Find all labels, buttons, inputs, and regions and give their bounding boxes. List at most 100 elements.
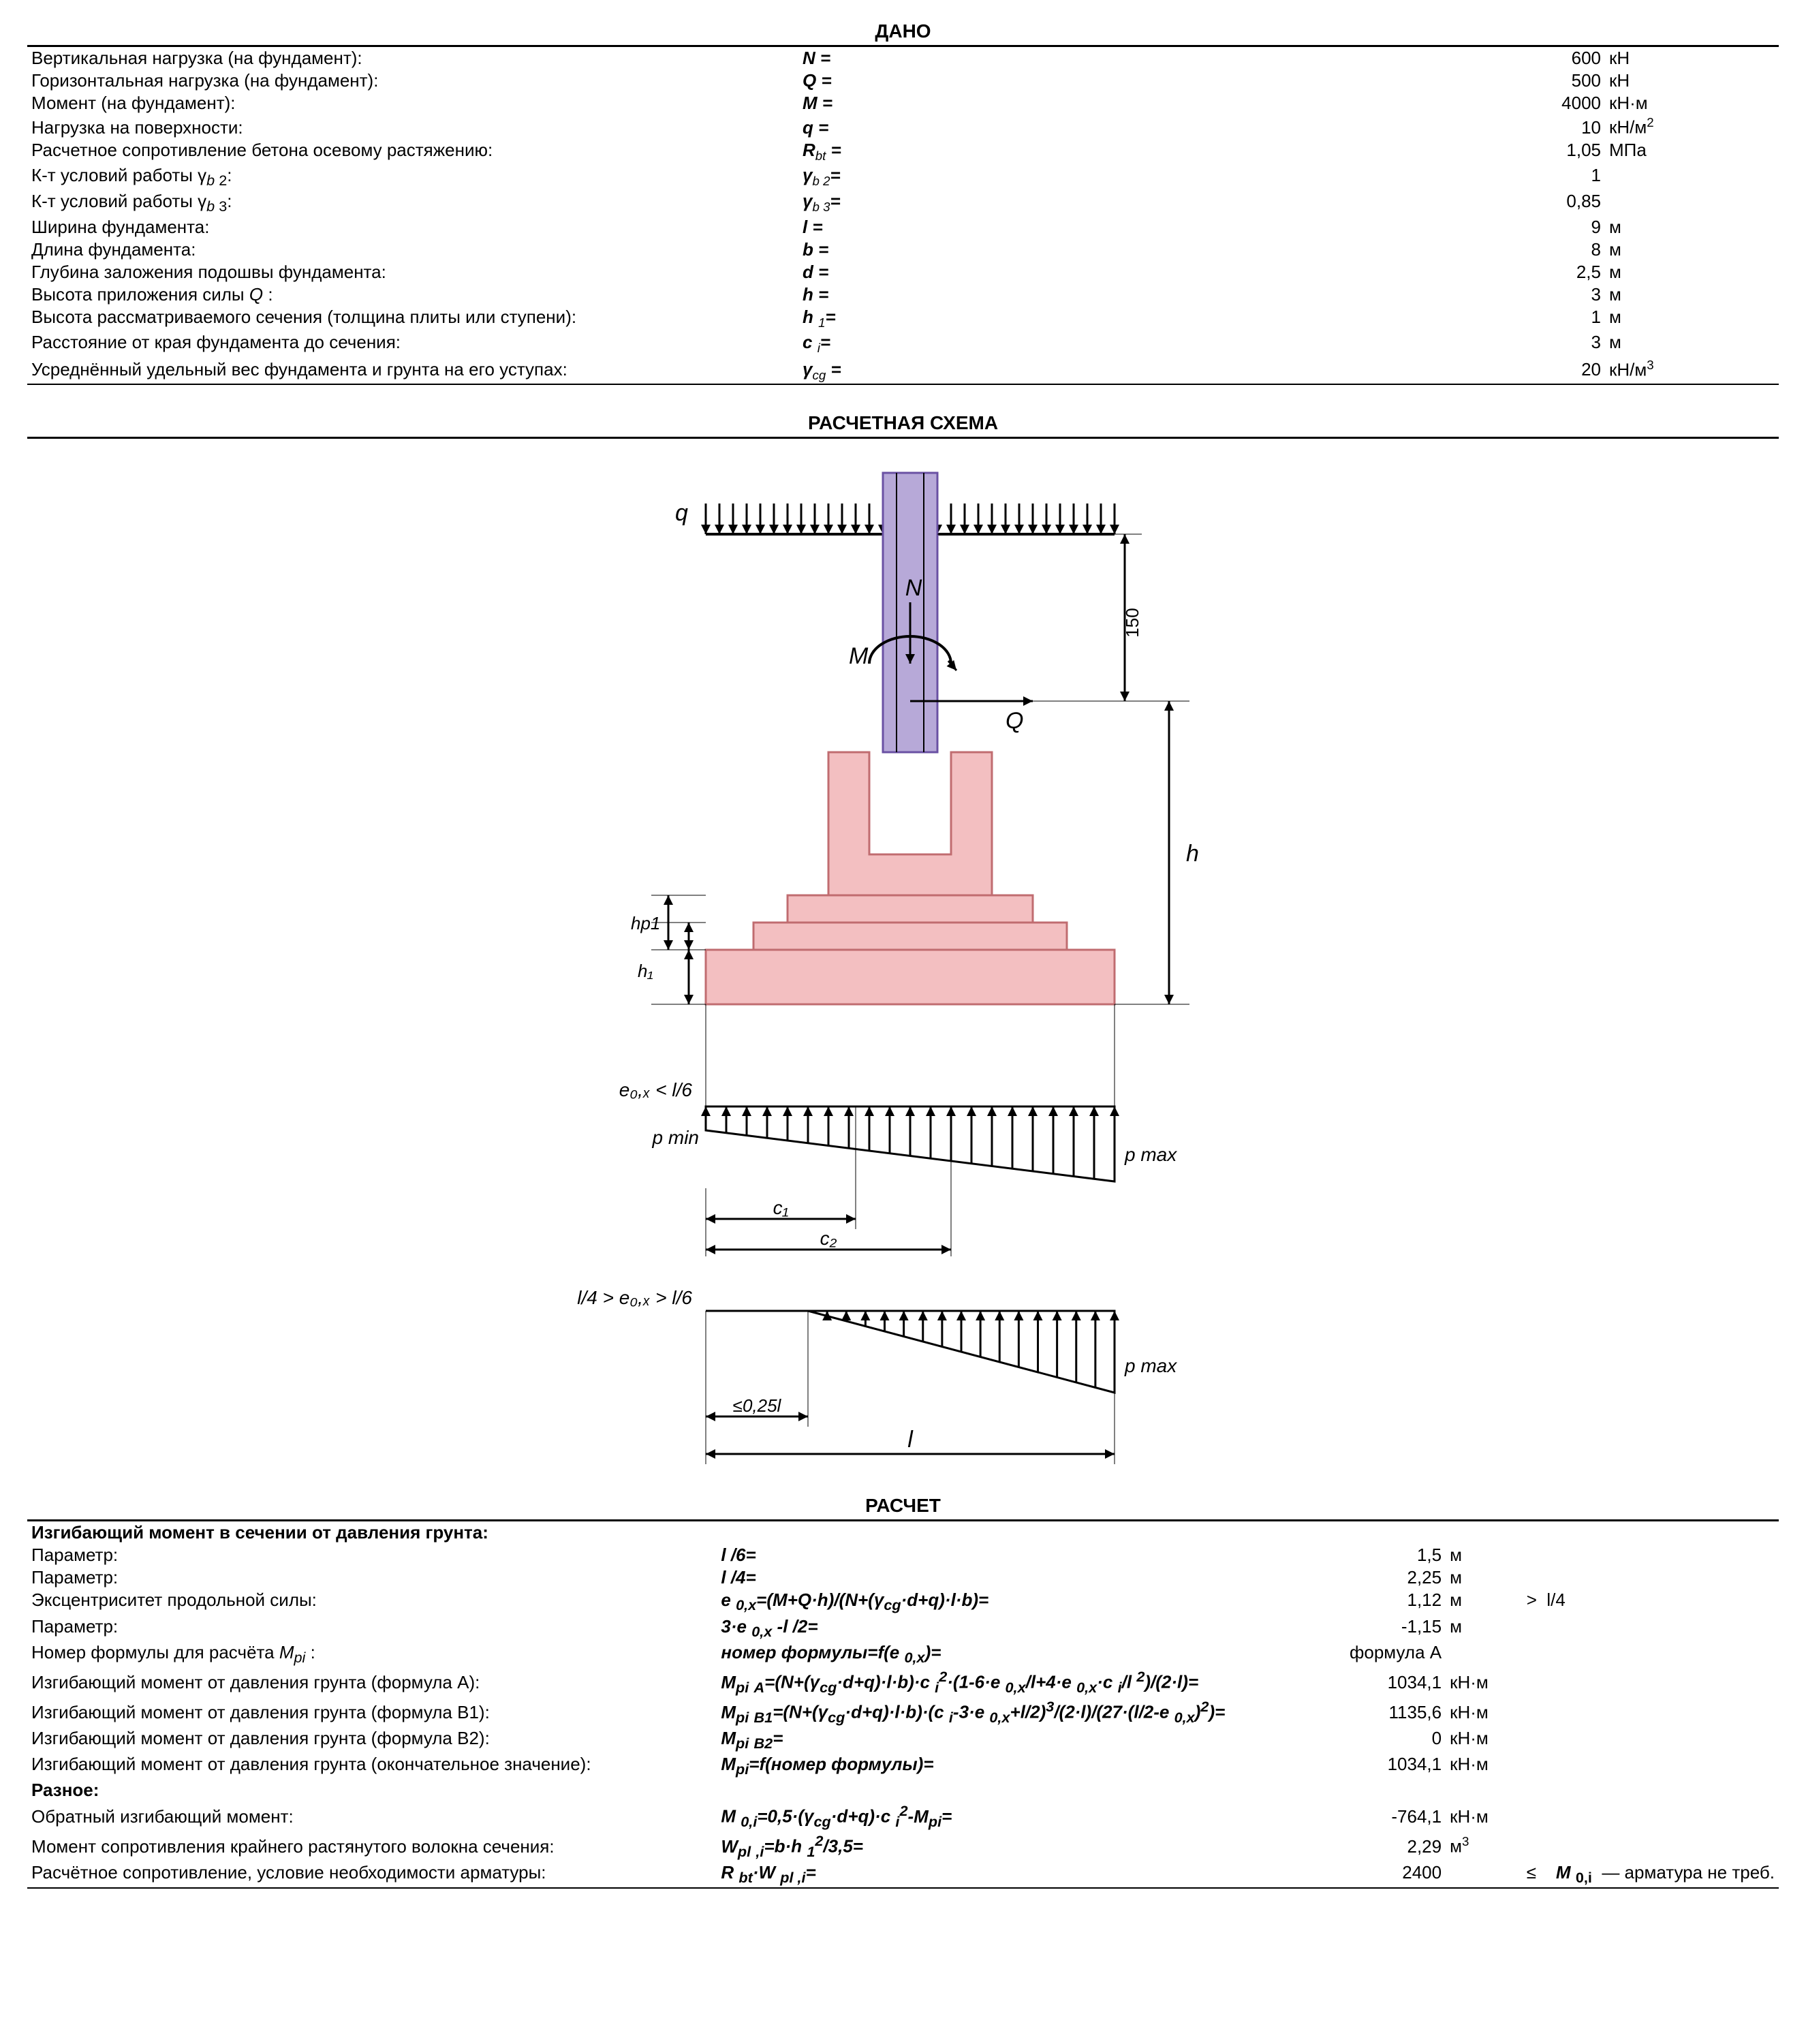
param-symbol: γb 3= bbox=[798, 190, 1488, 216]
param-value: 2400 bbox=[1335, 1861, 1446, 1887]
param-extra bbox=[1702, 69, 1779, 92]
param-label: Номер формулы для расчёта Mpi : bbox=[27, 1641, 717, 1667]
param-formula: l /6= bbox=[717, 1544, 1335, 1566]
calc-row: Момент сопротивления крайнего растянутог… bbox=[27, 1831, 1779, 1861]
param-extra bbox=[1523, 1801, 1779, 1831]
svg-text:≤0,25l: ≤0,25l bbox=[732, 1395, 781, 1416]
param-extra bbox=[1702, 114, 1779, 139]
param-extra bbox=[1523, 1667, 1779, 1697]
calc-row: Изгибающий момент от давления грунта (ок… bbox=[27, 1753, 1779, 1779]
section-title-given: ДАНО bbox=[27, 20, 1779, 42]
param-label: Нагрузка на поверхности: bbox=[27, 114, 798, 139]
param-formula: R bt·W pl ,i= bbox=[717, 1861, 1335, 1887]
param-unit bbox=[1446, 1641, 1523, 1667]
svg-text:l/4 > e₀,ₓ > l/6: l/4 > e₀,ₓ > l/6 bbox=[577, 1287, 692, 1308]
given-row: Момент (на фундамент):M =4000кН·м bbox=[27, 92, 1779, 114]
given-row: Усреднённый удельный вес фундамента и гр… bbox=[27, 357, 1779, 384]
param-extra bbox=[1523, 1727, 1779, 1753]
param-unit: кН·м bbox=[1446, 1801, 1523, 1831]
param-label: Изгибающий момент от давления грунта (фо… bbox=[27, 1697, 717, 1727]
param-extra bbox=[1702, 306, 1779, 331]
svg-text:c₁: c₁ bbox=[773, 1197, 788, 1218]
param-symbol: h = bbox=[798, 283, 1488, 306]
param-unit: м bbox=[1605, 238, 1702, 261]
param-extra bbox=[1702, 261, 1779, 283]
param-extra bbox=[1702, 331, 1779, 356]
section-title-calc: РАСЧЕТ bbox=[27, 1495, 1779, 1517]
param-value: 0,85 bbox=[1488, 190, 1605, 216]
param-label: Изгибающий момент от давления грунта (фо… bbox=[27, 1667, 717, 1697]
svg-text:hp1: hp1 bbox=[631, 913, 660, 933]
param-value: 3 bbox=[1488, 331, 1605, 356]
param-value: 2,5 bbox=[1488, 261, 1605, 283]
given-row: Длина фундамента:b =8м bbox=[27, 238, 1779, 261]
param-label: Обратный изгибающий момент: bbox=[27, 1801, 717, 1831]
param-label: К-т условий работы γb 2: bbox=[27, 164, 798, 190]
param-extra bbox=[1523, 1831, 1779, 1861]
given-row: К-т условий работы γb 3:γb 3=0,85 bbox=[27, 190, 1779, 216]
calc-row: Эксцентриситет продольной силы:e 0,x=(M+… bbox=[27, 1589, 1779, 1615]
param-label: Горизонтальная нагрузка (на фундамент): bbox=[27, 69, 798, 92]
param-symbol: Q = bbox=[798, 69, 1488, 92]
param-value: 4000 bbox=[1488, 92, 1605, 114]
param-symbol: q = bbox=[798, 114, 1488, 139]
param-extra bbox=[1523, 1753, 1779, 1779]
param-value: 10 bbox=[1488, 114, 1605, 139]
param-extra bbox=[1702, 47, 1779, 69]
param-value: -764,1 bbox=[1335, 1801, 1446, 1831]
param-extra bbox=[1702, 357, 1779, 384]
param-unit: кН/м2 bbox=[1605, 114, 1702, 139]
calc-row: Изгибающий момент от давления грунта (фо… bbox=[27, 1727, 1779, 1753]
param-symbol: M = bbox=[798, 92, 1488, 114]
param-extra: ≤ M 0,i — арматура не треб. bbox=[1523, 1861, 1779, 1887]
param-label: К-т условий работы γb 3: bbox=[27, 190, 798, 216]
param-formula: e 0,x=(M+Q·h)/(N+(γcg·d+q)·l·b)= bbox=[717, 1589, 1335, 1615]
param-unit bbox=[1605, 164, 1702, 190]
param-value: -1,15 bbox=[1335, 1615, 1446, 1641]
svg-text:l: l bbox=[907, 1427, 914, 1453]
param-unit: м bbox=[1446, 1566, 1523, 1589]
param-value: 9 bbox=[1488, 216, 1605, 238]
given-row: Вертикальная нагрузка (на фундамент):N =… bbox=[27, 47, 1779, 69]
param-label: Эксцентриситет продольной силы: bbox=[27, 1589, 717, 1615]
param-label: Параметр: bbox=[27, 1566, 717, 1589]
param-formula: Mpi B1=(N+(γcg·d+q)·l·b)·(c i-3·e 0,x+l/… bbox=[717, 1697, 1335, 1727]
param-value: 1,05 bbox=[1488, 139, 1605, 164]
given-row: Расчетное сопротивление бетона осевому р… bbox=[27, 139, 1779, 164]
svg-text:q: q bbox=[675, 500, 688, 526]
param-label: Усреднённый удельный вес фундамента и гр… bbox=[27, 357, 798, 384]
param-value: 1 bbox=[1488, 306, 1605, 331]
param-extra bbox=[1523, 1566, 1779, 1589]
param-extra bbox=[1702, 238, 1779, 261]
param-symbol: d = bbox=[798, 261, 1488, 283]
calc-subheader: Изгибающий момент в сечении от давления … bbox=[27, 1521, 1779, 1544]
param-unit: кН/м3 bbox=[1605, 357, 1702, 384]
param-extra bbox=[1702, 139, 1779, 164]
param-symbol: γcg = bbox=[798, 357, 1488, 384]
param-extra bbox=[1523, 1544, 1779, 1566]
param-value: формула A bbox=[1335, 1641, 1446, 1667]
svg-text:c₂: c₂ bbox=[820, 1228, 837, 1249]
svg-text:N: N bbox=[905, 575, 922, 601]
param-unit bbox=[1605, 190, 1702, 216]
param-extra bbox=[1702, 190, 1779, 216]
svg-text:p max: p max bbox=[1124, 1144, 1177, 1165]
svg-text:e₀,ₓ < l/6: e₀,ₓ < l/6 bbox=[619, 1079, 692, 1100]
param-unit: МПа bbox=[1605, 139, 1702, 164]
param-unit bbox=[1446, 1861, 1523, 1887]
param-unit: м bbox=[1446, 1544, 1523, 1566]
param-label: Расчётное сопротивление, условие необход… bbox=[27, 1861, 717, 1887]
rule bbox=[27, 437, 1779, 439]
given-row: К-т условий работы γb 2:γb 2=1 bbox=[27, 164, 1779, 190]
given-row: Глубина заложения подошвы фундамента:d =… bbox=[27, 261, 1779, 283]
svg-text:h: h bbox=[1186, 841, 1199, 867]
param-value: 1135,6 bbox=[1335, 1697, 1446, 1727]
param-extra bbox=[1523, 1641, 1779, 1667]
param-unit: м bbox=[1605, 216, 1702, 238]
param-formula: 3·e 0,x -l /2= bbox=[717, 1615, 1335, 1641]
calc-row: Параметр:l /6=1,5м bbox=[27, 1544, 1779, 1566]
param-formula: Mpi A=(N+(γcg·d+q)·l·b)·c i2·(1-6·e 0,x/… bbox=[717, 1667, 1335, 1697]
param-label: Глубина заложения подошвы фундамента: bbox=[27, 261, 798, 283]
given-row: Нагрузка на поверхности:q =10кН/м2 bbox=[27, 114, 1779, 139]
param-unit: м bbox=[1605, 331, 1702, 356]
